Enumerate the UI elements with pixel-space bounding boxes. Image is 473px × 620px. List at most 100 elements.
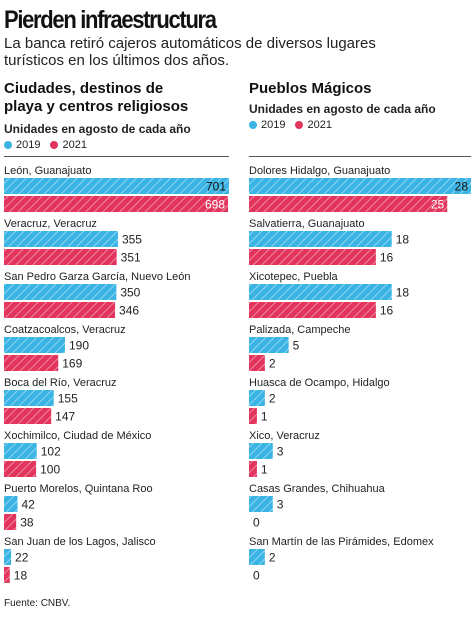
bar-2019-right [249,390,265,406]
bar-2019-left [4,443,37,459]
bar-2019-right [249,284,392,300]
left-legend: 2019 2021 [4,139,97,151]
category-label: Veracruz, Veracruz [4,218,97,230]
legend-item-2021: 2021 [50,139,87,151]
value-label: 42 [21,498,35,512]
bar-2021-right [249,249,376,265]
right-separator [249,156,471,157]
value-label: 100 [40,463,60,477]
bar-2021-left [4,249,117,265]
category-label: San Pedro Garza García, Nuevo León [4,271,191,283]
value-label: 190 [69,339,89,353]
value-label: 3 [277,445,284,459]
value-label: 16 [380,304,394,318]
category-label: Coatzacoalcos, Veracruz [4,324,126,336]
legend-label-2021-right: 2021 [307,119,332,131]
value-label: 2 [269,357,276,371]
bar-2019-right [249,178,471,194]
value-label: 5 [293,339,300,353]
bar-2019-left [4,337,65,353]
bar-2021-left [4,514,17,530]
category-label: Dolores Hidalgo, Guanajuato [249,165,390,177]
category-label: Puerto Morelos, Quintana Roo [4,483,153,495]
legend-swatch-2019 [4,141,12,149]
value-label: 2 [269,551,276,565]
value-label: 18 [396,286,410,300]
right-panel-subtitle: Unidades en agosto de cada año [249,102,436,116]
value-label: 2 [269,392,276,406]
bar-2021-right [249,408,257,424]
legend-label-2021: 2021 [62,139,87,151]
value-label: 102 [41,445,61,459]
legend-swatch-2019-right [249,121,257,129]
value-label: 22 [15,551,29,565]
bar-2019-right [249,337,289,353]
value-label: 28 [455,180,469,194]
value-label: 3 [277,498,284,512]
bar-2021-left [4,196,229,212]
value-label: 355 [122,233,142,247]
left-separator [4,156,229,157]
bar-2021-right [249,355,265,371]
category-label: Salvatierra, Guanajuato [249,218,365,230]
bar-2019-left [4,390,54,406]
bar-2021-left [4,408,52,424]
value-label: 18 [396,233,410,247]
category-label: Huasca de Ocampo, Hidalgo [249,377,390,389]
source-note: Fuente: CNBV. [4,598,71,609]
category-label: Xicotepec, Puebla [249,271,339,283]
value-label: 0 [253,516,260,530]
legend-item-2019: 2019 [4,139,40,151]
value-label: 16 [380,251,394,265]
value-label: 155 [58,392,78,406]
value-label: 147 [55,410,75,424]
value-label: 0 [253,569,260,583]
right-panel-title: Pueblos Mágicos [249,80,372,97]
bar-2019-right [249,496,273,512]
value-label: 346 [119,304,139,318]
value-label: 351 [121,251,141,265]
bar-2021-left [4,355,59,371]
category-label: Xochimilco, Ciudad de México [4,430,151,442]
value-label: 25 [431,198,445,212]
bar-2019-left [4,178,229,194]
bar-2021-right [249,461,257,477]
bar-2019-right [249,231,392,247]
left-panel-title: Ciudades, destinos de playa y centros re… [4,80,189,115]
category-label: Xico, Veracruz [249,430,320,442]
chart-title: Pierden infraestructura [4,6,217,34]
legend-swatch-2021-right [295,121,304,129]
right-legend: 2019 2021 [249,119,342,131]
category-label: Casas Grandes, Chihuahua [249,483,386,495]
legend-item-2021-right: 2021 [295,119,332,131]
category-label: Boca del Río, Veracruz [4,377,117,389]
legend-label-2019: 2019 [16,139,41,151]
category-label: San Martín de las Pirámides, Edomex [249,536,434,548]
category-label: San Juan de los Lagos, Jalisco [4,536,156,548]
bar-2019-left [4,496,18,512]
chart-subtitle: La banca retiró cajeros automáticos de d… [4,35,376,69]
category-label: León, Guanajuato [4,165,91,177]
bar-2019-right [249,443,273,459]
bar-2021-left [4,461,37,477]
legend-item-2019-right: 2019 [249,119,285,131]
category-label: Palizada, Campeche [249,324,351,336]
bar-2021-right [249,302,376,318]
bar-2021-right [249,196,448,212]
value-label: 1 [261,463,268,477]
bar-2021-left [4,302,116,318]
bar-2021-left [4,567,10,583]
value-label: 169 [62,357,82,371]
value-label: 350 [120,286,140,300]
value-label: 1 [261,410,268,424]
bar-2019-left [4,549,12,565]
legend-label-2019-right: 2019 [261,119,286,131]
value-label: 701 [206,180,226,194]
value-label: 698 [205,198,225,212]
value-label: 18 [14,569,28,583]
bar-2019-left [4,284,117,300]
value-label: 38 [20,516,34,530]
legend-swatch-2021 [50,141,59,149]
left-panel-subtitle: Unidades en agosto de cada año [4,122,191,136]
